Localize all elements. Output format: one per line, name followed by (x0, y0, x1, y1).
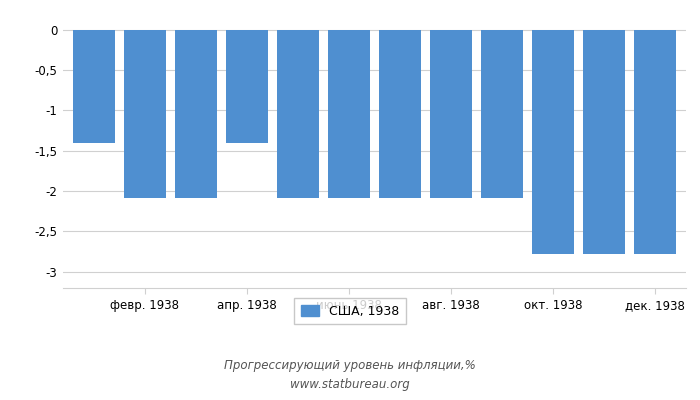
Bar (634, 30, 676, 254)
Bar (175, 30, 217, 198)
Bar (328, 30, 370, 198)
Bar (277, 30, 318, 198)
Bar (124, 30, 166, 198)
Bar (481, 30, 523, 198)
Bar (583, 30, 625, 254)
Bar (430, 30, 472, 198)
Bar (73, 30, 115, 143)
Bar (226, 30, 268, 143)
Legend: США, 1938: США, 1938 (294, 298, 406, 324)
Text: www.statbureau.org: www.statbureau.org (290, 378, 410, 391)
Text: Прогрессирующий уровень инфляции,%: Прогрессирующий уровень инфляции,% (224, 360, 476, 372)
Bar (532, 30, 574, 254)
Bar (379, 30, 421, 198)
